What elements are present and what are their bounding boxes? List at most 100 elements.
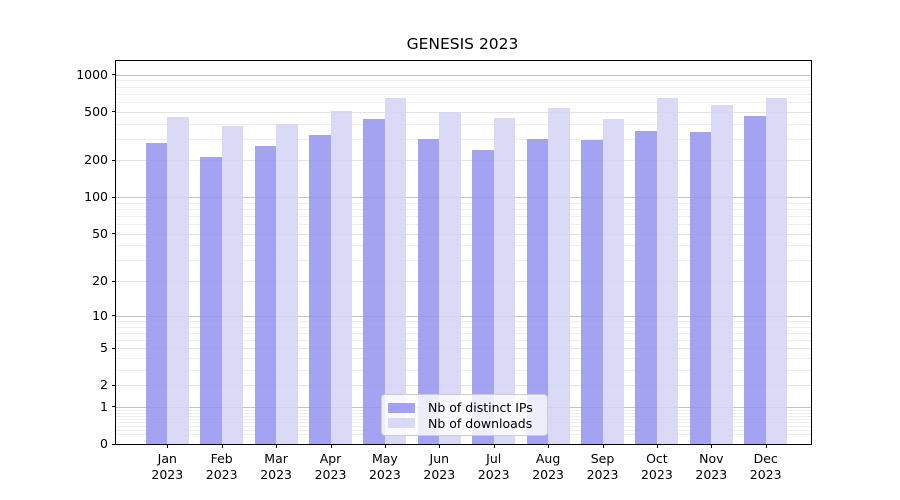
- legend-label-distinct-ips: Nb of distinct IPs: [428, 400, 533, 416]
- legend-entry-distinct-ips: Nb of distinct IPs: [388, 400, 539, 416]
- legend-swatch-distinct-ips: [388, 402, 415, 413]
- gridline-major-10: [116, 315, 811, 317]
- gridline-minor-7: [116, 332, 811, 334]
- bar-nov-distinct-ips: [689, 132, 712, 444]
- x-axis-tick-label-apr: Apr 2023: [299, 451, 363, 483]
- x-axis-tick-label-mar: Mar 2023: [244, 451, 308, 483]
- legend: Nb of distinct IPs Nb of downloads: [381, 394, 548, 436]
- bar-sep-distinct-ips: [581, 139, 603, 444]
- legend-swatch-downloads: [388, 418, 415, 429]
- y-axis-tick-label-0: 0: [100, 436, 108, 451]
- y-axis-tick-label-20: 20: [92, 273, 108, 289]
- x-label-year: 2023: [532, 467, 564, 482]
- bar-sep-downloads: [602, 119, 624, 444]
- y-axis-tick-label-10: 10: [92, 307, 108, 323]
- gridline-minor-5: [116, 348, 811, 350]
- bar-feb-distinct-ips: [200, 156, 222, 444]
- gridline-minor-500: [116, 111, 811, 113]
- x-label-year: 2023: [314, 467, 347, 482]
- x-axis-tick-oct: [656, 444, 658, 448]
- x-axis-tick-aug: [548, 444, 550, 448]
- bar-oct-downloads: [656, 97, 679, 444]
- y-axis-tick-10: [112, 315, 116, 317]
- bar-jul-downloads: [493, 118, 516, 444]
- y-axis-tick-1000: [112, 74, 116, 76]
- x-axis-tick-label-oct: Oct 2023: [625, 451, 689, 483]
- x-label-month: Nov: [699, 451, 724, 466]
- gridline-minor-4: [116, 357, 811, 359]
- x-axis-tick-label-jul: Jul 2023: [462, 451, 526, 483]
- legend-label-downloads: Nb of downloads: [428, 415, 533, 431]
- x-label-month: Jun: [429, 451, 450, 466]
- y-axis-tick-label-2: 2: [100, 377, 108, 393]
- x-axis-tick-label-jun: Jun 2023: [407, 451, 471, 483]
- x-axis-tick-dec: [765, 444, 767, 448]
- x-label-month: Jan: [157, 451, 177, 466]
- gridline-minor-9: [116, 320, 811, 322]
- gridline-minor-50: [116, 233, 811, 235]
- gridline-minor-6: [116, 340, 811, 341]
- x-label-month: May: [371, 451, 398, 466]
- x-label-month: Apr: [319, 451, 342, 466]
- y-axis-tick-500: [112, 111, 116, 113]
- x-label-year: 2023: [205, 467, 238, 482]
- plot-area: 0 1 2 5 10 20 50 100 200 500 1000 Jan 2023 Feb 2023 Mar…: [76, 60, 812, 482]
- bar-may-downloads: [384, 97, 407, 444]
- gridline-minor-70: [116, 216, 811, 218]
- x-axis-tick-label-dec: Dec 2023: [734, 451, 798, 483]
- x-label-month: Aug: [535, 451, 561, 466]
- x-label-month: Jul: [486, 451, 502, 466]
- x-label-year: 2023: [586, 467, 619, 482]
- gridline-minor-200: [116, 160, 811, 162]
- x-axis-tick-jun: [439, 444, 441, 448]
- y-axis-tick-5: [112, 347, 116, 349]
- x-label-year: 2023: [260, 467, 292, 482]
- bar-feb-downloads: [221, 126, 244, 444]
- x-label-year: 2023: [151, 467, 184, 482]
- bar-jun-distinct-ips: [417, 138, 440, 444]
- bar-nov-downloads: [711, 105, 733, 444]
- x-axis-tick-label-sep: Sep 2023: [571, 451, 635, 483]
- legend-entry-downloads: Nb of downloads: [388, 416, 539, 432]
- bar-mar-distinct-ips: [254, 145, 277, 444]
- x-label-month: Feb: [210, 451, 233, 466]
- bar-mar-downloads: [276, 123, 298, 444]
- y-axis-tick-label-5: 5: [100, 340, 108, 356]
- x-axis-tick-sep: [602, 444, 604, 448]
- bar-may-distinct-ips: [363, 119, 385, 444]
- x-axis-tick-feb: [221, 444, 223, 448]
- bar-dec-distinct-ips: [744, 116, 766, 444]
- bar-jun-downloads: [439, 112, 461, 444]
- y-axis-tick-label-200: 200: [84, 152, 108, 168]
- gridline-minor-900: [116, 80, 811, 82]
- x-label-year: 2023: [695, 467, 728, 482]
- x-axis-tick-nov: [711, 444, 713, 448]
- x-axis-tick-label-aug: Aug 2023: [516, 451, 580, 483]
- gridline-minor-700: [116, 93, 811, 95]
- y-axis-tick-label-500: 500: [84, 103, 108, 119]
- gridline-minor-60: [116, 224, 811, 226]
- bar-apr-distinct-ips: [309, 135, 331, 444]
- x-label-year: 2023: [640, 467, 673, 482]
- gridline-minor-90: [116, 202, 811, 204]
- x-axis-tick-apr: [330, 444, 332, 448]
- gridline-minor-3: [116, 369, 811, 371]
- y-axis-tick-label-50: 50: [92, 225, 108, 241]
- x-axis-tick-jul: [493, 444, 495, 448]
- x-axis-tick-mar: [276, 444, 278, 448]
- y-axis-tick-0: [112, 443, 116, 445]
- bar-oct-distinct-ips: [635, 130, 657, 444]
- x-axis-tick-label-feb: Feb 2023: [190, 451, 254, 483]
- y-axis-tick-label-1000: 1000: [76, 66, 108, 82]
- gridline-minor-20: [116, 281, 811, 283]
- gridline-minor-2: [116, 385, 811, 387]
- x-label-month: Dec: [753, 451, 778, 466]
- gridline-minor-8: [116, 326, 811, 328]
- x-axis-tick-label-nov: Nov 2023: [679, 451, 743, 483]
- y-axis-tick-1: [112, 406, 116, 408]
- x-label-month: Sep: [590, 451, 615, 466]
- gridline-minor-80: [116, 209, 811, 210]
- gridline-minor-800: [116, 86, 811, 88]
- y-axis-tick-label-100: 100: [84, 189, 108, 205]
- x-label-year: 2023: [749, 467, 782, 482]
